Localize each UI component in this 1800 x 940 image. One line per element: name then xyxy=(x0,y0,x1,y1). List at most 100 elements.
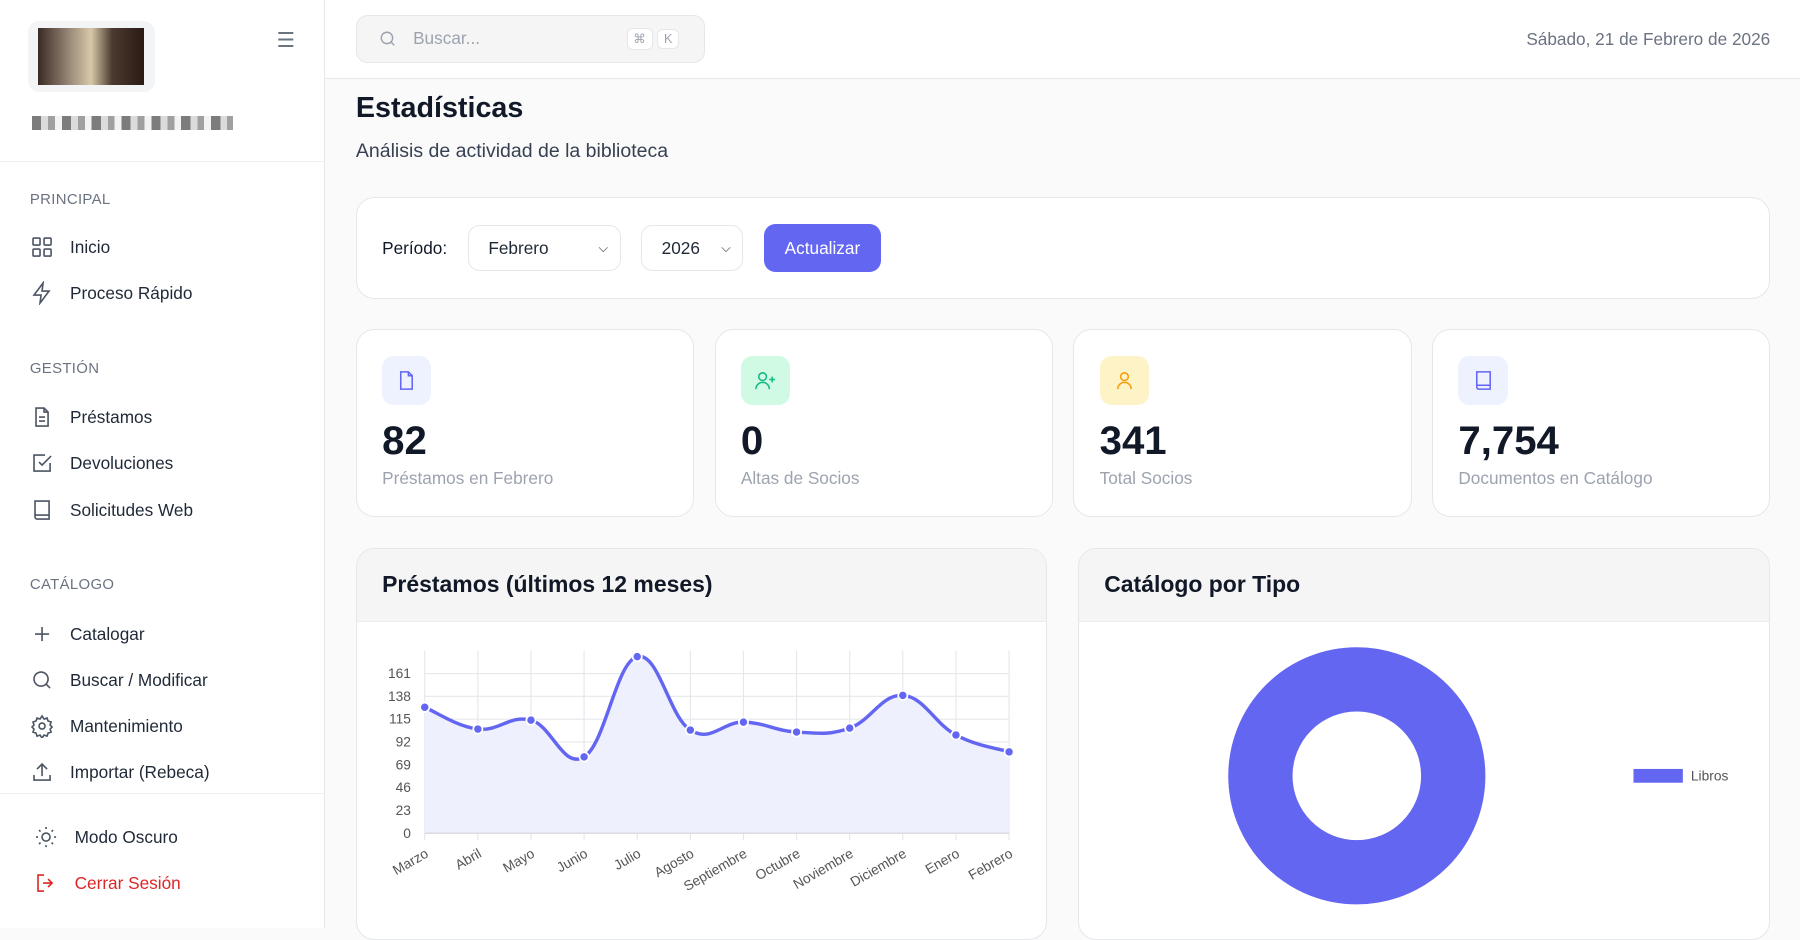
loans-chart-title: Préstamos (últimos 12 meses) xyxy=(356,548,1046,622)
sidebar-item-catalogar[interactable]: Catalogar xyxy=(30,622,145,646)
loans-chart-card: Préstamos (últimos 12 meses) 0 23 46 69 92 11… xyxy=(355,547,1047,940)
data-point xyxy=(950,729,962,741)
search-icon xyxy=(380,31,395,46)
logout-icon xyxy=(37,874,54,893)
y-tick-label: 115 xyxy=(389,712,411,727)
legend-label: Libros xyxy=(1691,768,1729,783)
search-box[interactable]: ⌘ K xyxy=(355,14,705,63)
catalog-donut-chart: Libros xyxy=(1228,647,1729,905)
sidebar-item-buscar-modificar[interactable]: Buscar / Modificar xyxy=(30,668,208,692)
stat-value: 82 xyxy=(382,417,427,463)
section-gestion: GESTIÓN xyxy=(29,360,100,378)
sidebar-item-label: Mantenimiento xyxy=(70,715,183,736)
top-header: ⌘ K Sábado, 21 de Febrero de 2026 xyxy=(324,0,1800,80)
organization-name-redacted xyxy=(32,115,234,130)
chevron-down-icon: ⌵ xyxy=(721,240,731,255)
stat-value: 0 xyxy=(740,417,764,463)
data-point xyxy=(897,689,909,701)
dark-mode-label: Modo Oscuro xyxy=(74,826,178,847)
sidebar-item-label: Préstamos xyxy=(70,406,153,427)
sidebar: ☰ PRINCIPAL Inicio Proceso Rápido GESTIÓ… xyxy=(0,0,325,928)
dark-mode-toggle[interactable]: Modo Oscuro xyxy=(34,825,178,849)
x-tick-label: Diciembre xyxy=(848,846,909,890)
data-point xyxy=(1003,746,1015,758)
plus-icon xyxy=(34,627,49,642)
loans-line-chart: 0 23 46 69 92 115 138 161 Marzo Abril Mayo Junio Jul… xyxy=(388,650,1016,894)
month-select[interactable]: Febrero ⌵ xyxy=(467,225,621,272)
y-tick-label: 138 xyxy=(388,689,411,704)
sidebar-item-solicitudes-web[interactable]: Solicitudes Web xyxy=(30,498,193,522)
book-icon xyxy=(1458,355,1508,406)
x-tick-label: Enero xyxy=(923,846,963,878)
sidebar-item-label: Catalogar xyxy=(70,623,145,644)
hamburger-icon[interactable]: ☰ xyxy=(276,28,296,52)
sidebar-item-mantenimiento[interactable]: Mantenimiento xyxy=(30,714,183,739)
y-tick-label: 92 xyxy=(396,734,411,749)
logout-label: Cerrar Sesión xyxy=(74,872,181,893)
checkbox-icon xyxy=(33,454,52,473)
stat-card: 341 Total Socios xyxy=(1073,329,1412,518)
x-tick-label: Marzo xyxy=(390,846,431,878)
update-button[interactable]: Actualizar xyxy=(763,224,881,273)
book-icon xyxy=(34,500,50,521)
stat-card: 0 Altas de Socios xyxy=(714,329,1053,518)
data-point xyxy=(791,726,802,738)
sidebar-item-importar[interactable]: Importar (Rebeca) xyxy=(30,760,210,784)
y-tick-label: 0 xyxy=(403,826,411,841)
period-label: Período: xyxy=(382,237,448,258)
data-point xyxy=(525,714,537,726)
x-tick-label: Junio xyxy=(554,846,590,876)
y-tick-label: 46 xyxy=(396,780,412,795)
stat-value: 341 xyxy=(1099,417,1167,463)
data-point xyxy=(578,751,590,763)
kbd-cmd: ⌘ xyxy=(626,28,653,50)
y-tick-label: 69 xyxy=(396,757,411,772)
year-select[interactable]: 2026 ⌵ xyxy=(641,225,744,272)
x-tick-label: Abril xyxy=(452,846,483,873)
gear-icon xyxy=(30,714,54,739)
month-value: Febrero xyxy=(488,237,549,258)
stat-label: Altas de Socios xyxy=(740,468,860,489)
data-point xyxy=(737,716,749,728)
sidebar-item-label: Importar (Rebeca) xyxy=(70,761,210,782)
upload-icon xyxy=(33,762,51,781)
section-principal: PRINCIPAL xyxy=(29,190,111,208)
catalog-chart-card: Catálogo por Tipo Libros xyxy=(1077,547,1770,940)
y-tick-label: 161 xyxy=(388,666,411,681)
stat-value: 7,754 xyxy=(1458,417,1559,463)
data-point xyxy=(844,722,856,734)
x-tick-label: Julio xyxy=(611,846,643,873)
stat-label: Total Socios xyxy=(1099,468,1193,489)
search-input[interactable] xyxy=(410,27,622,51)
stat-label: Préstamos en Febrero xyxy=(382,468,554,489)
sidebar-item-prestamos[interactable]: Préstamos xyxy=(30,405,152,429)
line-area-fill xyxy=(424,656,1009,834)
x-tick-label: Mayo xyxy=(500,846,537,876)
sidebar-item-label: Devoluciones xyxy=(70,452,174,473)
x-tick-label: Noviembre xyxy=(791,846,856,892)
grid-icon xyxy=(32,237,52,258)
logout-button[interactable]: Cerrar Sesión xyxy=(34,871,181,895)
search-icon xyxy=(33,671,51,689)
user-icon xyxy=(1099,355,1149,406)
sidebar-item-label: Proceso Rápido xyxy=(70,282,193,303)
y-tick-label: 23 xyxy=(396,803,412,818)
x-tick-label: Febrero xyxy=(966,846,1016,883)
stat-label: Documentos en Catálogo xyxy=(1458,468,1653,489)
data-point xyxy=(684,724,696,736)
sidebar-item-proceso-rapido[interactable]: Proceso Rápido xyxy=(30,281,193,306)
sidebar-item-inicio[interactable]: Inicio xyxy=(30,235,110,259)
document-icon xyxy=(382,355,432,406)
donut-slice xyxy=(1228,647,1486,905)
kbd-k: K xyxy=(657,28,680,50)
stat-card: 82 Préstamos en Febrero xyxy=(355,329,695,518)
section-catalogo: CATÁLOGO xyxy=(29,576,115,594)
data-point xyxy=(631,651,643,663)
catalog-chart-title: Catálogo por Tipo xyxy=(1078,548,1769,622)
sidebar-item-label: Buscar / Modificar xyxy=(70,669,208,690)
legend-swatch xyxy=(1633,768,1683,783)
current-date: Sábado, 21 de Febrero de 2026 xyxy=(1526,28,1771,49)
sun-icon xyxy=(36,827,57,848)
sidebar-item-devoluciones[interactable]: Devoluciones xyxy=(30,451,173,475)
page-title: Estadísticas xyxy=(355,91,524,124)
